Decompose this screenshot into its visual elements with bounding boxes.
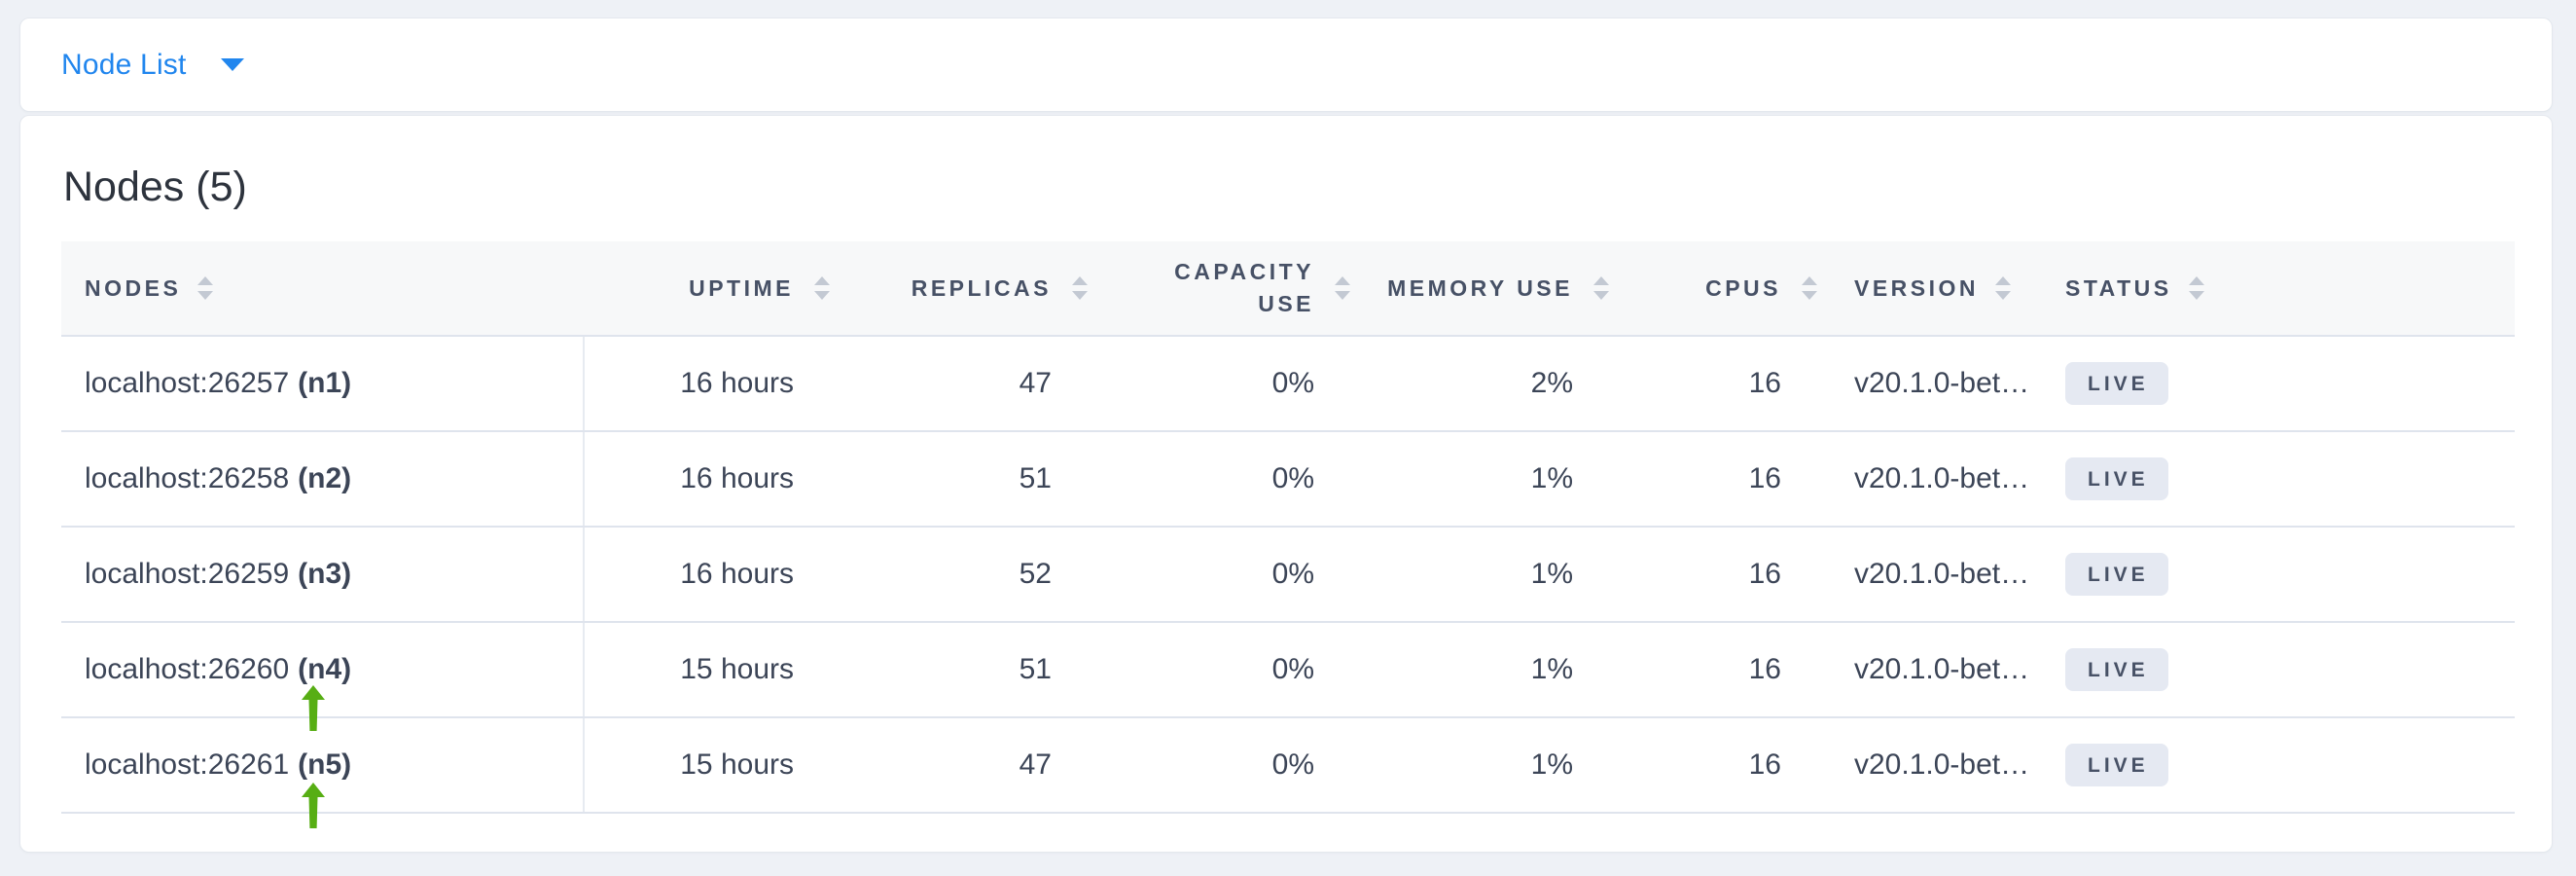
cell-memory-use: 2% bbox=[1530, 367, 1573, 399]
cell-node-address[interactable]: localhost:26258 (n2) bbox=[61, 432, 585, 526]
status-badge: LIVE bbox=[2065, 457, 2168, 500]
green-arrow-up-icon bbox=[300, 685, 327, 731]
column-header-replicas[interactable]: REPLICAS bbox=[794, 241, 1088, 335]
column-header-version[interactable]: VERSION bbox=[1781, 241, 2039, 335]
cell-replicas: 51 bbox=[1019, 653, 1052, 685]
column-header-status[interactable]: STATUS bbox=[2039, 241, 2515, 335]
cell-node-address[interactable]: localhost:26257 (n1) bbox=[61, 337, 585, 430]
node-list-dropdown[interactable]: Node List bbox=[61, 49, 245, 82]
table-row-n4[interactable]: localhost:26260 (n4) 15 hours 51 0% 1% 16… bbox=[61, 623, 2515, 718]
cell-memory-use: 1% bbox=[1530, 558, 1573, 590]
cell-status: LIVE bbox=[2039, 337, 2515, 430]
column-header-uptime[interactable]: UPTIME bbox=[585, 241, 830, 335]
cell-uptime: 16 hours bbox=[680, 462, 794, 494]
column-header-memory-use[interactable]: MEMORY USE bbox=[1314, 241, 1609, 335]
table-header-row: NODES UPTIME REPLICAS CAPACITY USE bbox=[61, 241, 2515, 337]
cell-cpus: 16 bbox=[1748, 558, 1781, 590]
cell-capacity-use: 0% bbox=[1271, 653, 1314, 685]
cell-memory-use: 1% bbox=[1530, 462, 1573, 494]
chevron-down-icon bbox=[220, 57, 245, 72]
sort-updown-icon[interactable] bbox=[1069, 274, 1091, 302]
sort-updown-icon[interactable] bbox=[1799, 274, 1820, 302]
column-header-nodes[interactable]: NODES bbox=[61, 241, 585, 335]
cell-uptime: 16 hours bbox=[680, 367, 794, 399]
cell-memory-use: 1% bbox=[1530, 748, 1573, 781]
cell-node-address[interactable]: localhost:26261 (n5) bbox=[61, 718, 585, 812]
table-row-n3[interactable]: localhost:26259 (n3) 16 hours 52 0% 1% 16… bbox=[61, 528, 2515, 623]
cell-uptime: 15 hours bbox=[680, 653, 794, 685]
node-id: (n5) bbox=[298, 748, 352, 781]
green-arrow-up-icon bbox=[300, 783, 327, 828]
sort-updown-icon[interactable] bbox=[2186, 274, 2207, 302]
cell-cpus: 16 bbox=[1748, 653, 1781, 685]
cell-version: v20.1.0-bet… bbox=[1854, 558, 2030, 590]
cell-node-address[interactable]: localhost:26259 (n3) bbox=[61, 528, 585, 621]
column-header-cpus[interactable]: CPUS bbox=[1573, 241, 1817, 335]
cell-status: LIVE bbox=[2039, 528, 2515, 621]
column-header-capacity-use[interactable]: CAPACITY USE bbox=[1052, 241, 1350, 335]
cell-status: LIVE bbox=[2039, 718, 2515, 812]
cell-node-address[interactable]: localhost:26260 (n4) bbox=[61, 623, 585, 716]
cell-cpus: 16 bbox=[1748, 367, 1781, 399]
cell-cpus: 16 bbox=[1748, 462, 1781, 494]
cell-cpus: 16 bbox=[1748, 748, 1781, 781]
cell-uptime: 15 hours bbox=[680, 748, 794, 781]
status-badge: LIVE bbox=[2065, 648, 2168, 691]
cell-replicas: 52 bbox=[1019, 558, 1052, 590]
cell-uptime: 16 hours bbox=[680, 558, 794, 590]
cell-status: LIVE bbox=[2039, 432, 2515, 526]
cell-version: v20.1.0-bet… bbox=[1854, 462, 2030, 494]
table-row-n2[interactable]: localhost:26258 (n2) 16 hours 51 0% 1% 16… bbox=[61, 432, 2515, 528]
nodes-card: Nodes (5) NODES UPTIME REPLICAS bbox=[19, 115, 2553, 853]
cell-capacity-use: 0% bbox=[1271, 462, 1314, 494]
cell-capacity-use: 0% bbox=[1271, 558, 1314, 590]
node-id: (n4) bbox=[298, 653, 352, 685]
sort-updown-icon[interactable] bbox=[1332, 274, 1353, 302]
cell-replicas: 47 bbox=[1019, 748, 1052, 781]
table-row-n1[interactable]: localhost:26257 (n1) 16 hours 47 0% 2% 16… bbox=[61, 337, 2515, 432]
sort-updown-icon[interactable] bbox=[1591, 274, 1612, 302]
node-id: (n2) bbox=[298, 462, 352, 494]
status-badge: LIVE bbox=[2065, 553, 2168, 596]
cell-version: v20.1.0-bet… bbox=[1854, 653, 2030, 685]
nodes-table: NODES UPTIME REPLICAS CAPACITY USE bbox=[61, 241, 2515, 828]
cell-version: v20.1.0-bet… bbox=[1854, 367, 2030, 399]
cell-replicas: 47 bbox=[1019, 367, 1052, 399]
table-row-n5[interactable]: localhost:26261 (n5) 15 hours 47 0% 1% 16… bbox=[61, 718, 2515, 814]
cell-capacity-use: 0% bbox=[1271, 367, 1314, 399]
cell-status: LIVE bbox=[2039, 623, 2515, 716]
status-badge: LIVE bbox=[2065, 744, 2168, 786]
node-id: (n1) bbox=[298, 367, 352, 399]
cell-version: v20.1.0-bet… bbox=[1854, 748, 2030, 781]
page-header-bar: Node List bbox=[19, 18, 2553, 112]
cell-capacity-use: 0% bbox=[1271, 748, 1314, 781]
sort-updown-icon[interactable] bbox=[195, 274, 216, 302]
node-list-dropdown-label: Node List bbox=[61, 48, 187, 81]
sort-updown-icon[interactable] bbox=[811, 274, 833, 302]
cell-memory-use: 1% bbox=[1530, 653, 1573, 685]
node-id: (n3) bbox=[298, 558, 352, 590]
page-title: Nodes (5) bbox=[63, 164, 247, 210]
sort-updown-icon[interactable] bbox=[1992, 274, 2014, 302]
status-badge: LIVE bbox=[2065, 362, 2168, 405]
cell-replicas: 51 bbox=[1019, 462, 1052, 494]
